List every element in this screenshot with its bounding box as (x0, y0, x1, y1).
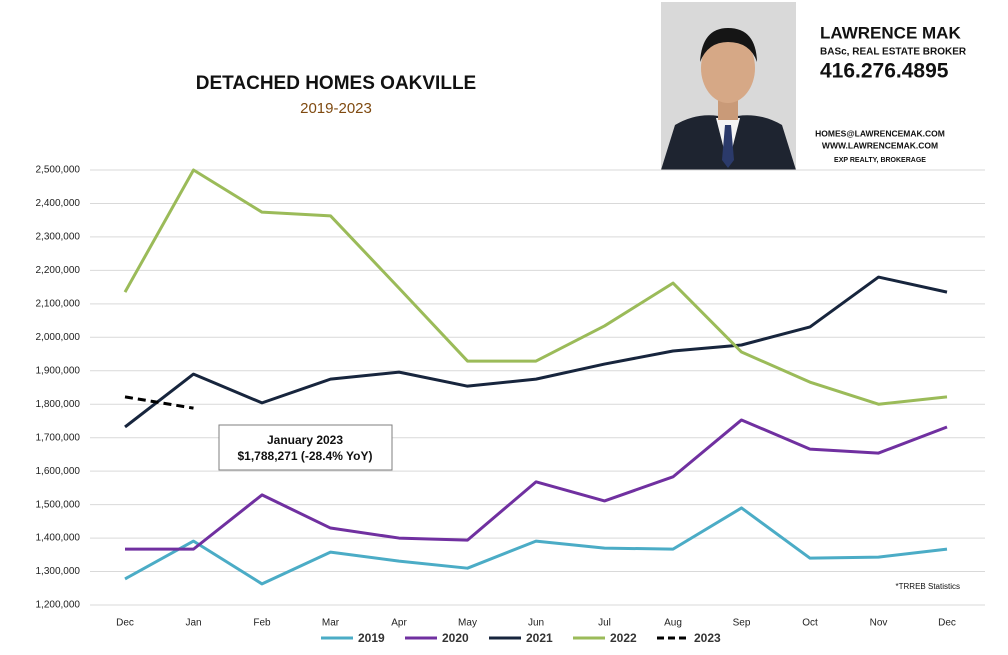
y-tick-label: 1,900,000 (36, 365, 81, 376)
source-note: *TRREB Statistics (896, 582, 960, 591)
series-line (124, 395, 194, 410)
x-tick-label: Dec (116, 618, 134, 629)
chart-title: DETACHED HOMES OAKVILLE (196, 73, 476, 94)
x-tick-label: Mar (322, 618, 340, 629)
series-line (125, 418, 948, 551)
x-tick-label: May (458, 618, 477, 629)
x-tick-label: Sep (733, 618, 751, 629)
y-tick-label: 2,000,000 (36, 332, 81, 343)
legend-label: 2019 (358, 631, 385, 645)
y-tick-label: 1,500,000 (36, 499, 81, 510)
x-tick-label: Feb (253, 618, 271, 629)
agent-brokerage: EXP REALTY, BROKERAGE (834, 157, 926, 164)
y-tick-label: 1,600,000 (36, 466, 81, 477)
photo (661, 2, 796, 170)
agent-website: WWW.LAWRENCEMAK.COM (822, 140, 938, 150)
series-line (124, 275, 948, 429)
y-tick-label: 1,300,000 (36, 566, 81, 577)
x-tick-label: Jun (528, 618, 544, 629)
annotation-box (218, 424, 393, 471)
x-tick-label: Aug (664, 618, 682, 629)
x-tick-label: Dec (938, 618, 956, 629)
series-line (123, 168, 948, 406)
x-tick-label: Oct (802, 618, 818, 629)
x-tick-label: Apr (391, 618, 407, 629)
y-tick-label: 2,500,000 (36, 165, 81, 176)
legend-label: 2020 (442, 631, 469, 645)
y-tick-label: 1,400,000 (36, 533, 81, 544)
agent-phone: 416.276.4895 (820, 60, 949, 83)
y-tick-label: 1,700,000 (36, 432, 81, 443)
y-tick-label: 2,300,000 (36, 232, 81, 243)
annotation-text: $1,788,271 (-28.4% YoY) (238, 449, 373, 463)
legend-label: 2022 (610, 631, 637, 645)
plot: 1,200,000 1,300,000 1,400,000 1,500,000 1,60… (36, 165, 985, 645)
x-tick-label: Jul (598, 618, 611, 629)
agent-name: LAWRENCE MAK (820, 23, 961, 42)
annotation-title: January 2023 (267, 433, 343, 447)
legend-label: 2023 (694, 631, 721, 645)
x-tick-label: Jan (185, 618, 201, 629)
y-tick-label: 2,100,000 (36, 298, 81, 309)
y-tick-label: 2,400,000 (36, 198, 81, 209)
agent-credentials: BASc, REAL ESTATE BROKER (820, 47, 967, 58)
x-tick-label: Nov (870, 618, 888, 629)
legend-label: 2021 (526, 631, 553, 645)
agent-email: HOMES@LAWRENCEMAK.COM (815, 128, 945, 138)
y-tick-label: 1,800,000 (36, 399, 81, 410)
chart-subtitle: 2019-2023 (300, 100, 372, 117)
y-tick-label: 2,200,000 (36, 265, 81, 276)
y-tick-label: 1,200,000 (36, 600, 81, 611)
series-line (124, 506, 948, 586)
